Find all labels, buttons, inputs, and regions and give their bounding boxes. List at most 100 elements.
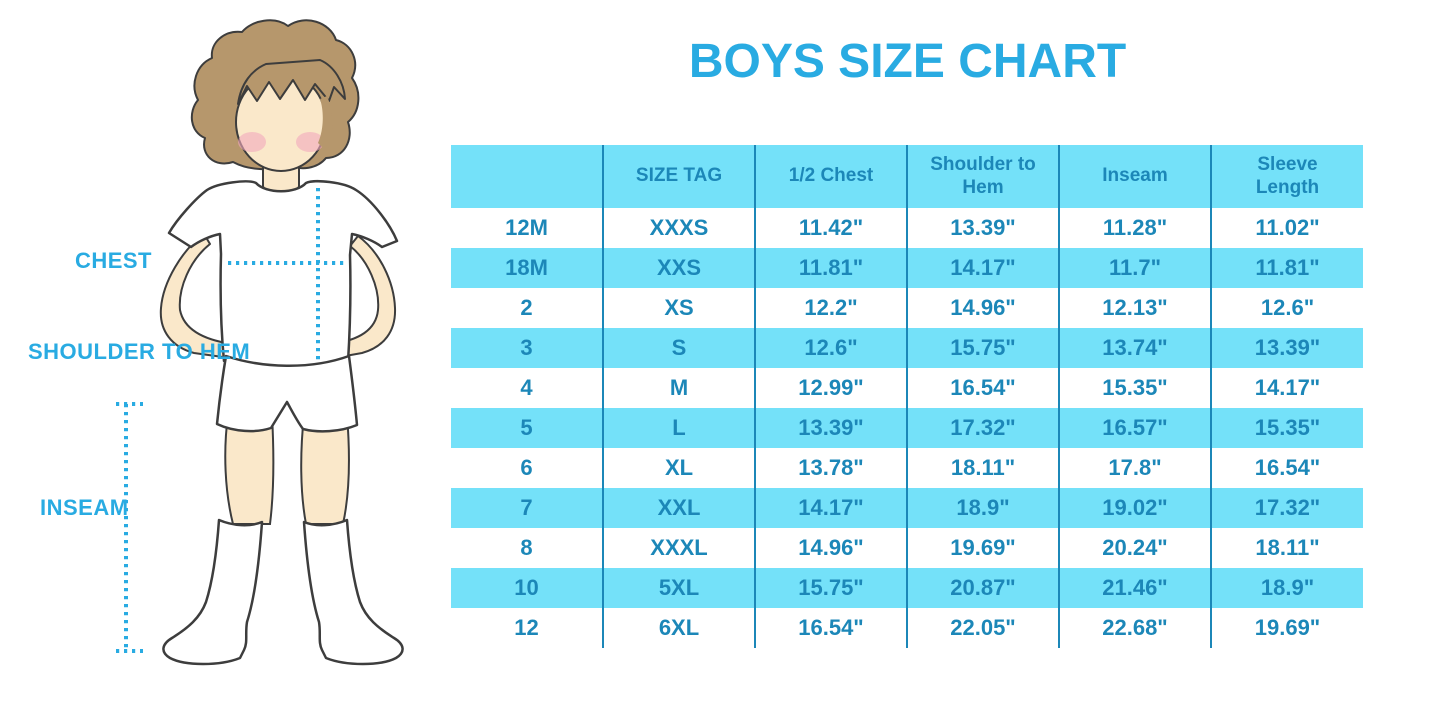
table-cell: 18M (451, 248, 603, 288)
table-row: 4 M 12.99" 16.54" 15.35" 14.17" (451, 368, 1363, 408)
table-cell: 17.32" (906, 408, 1059, 448)
left-cheek (238, 132, 266, 152)
table-cell: 12.6" (754, 328, 907, 368)
table-cell: 6XL (602, 608, 755, 648)
table-cell: 16.54" (754, 608, 907, 648)
table-cell: 8 (520, 535, 533, 560)
table-cell: 7 (451, 488, 603, 528)
table-cell: 11.7" (1058, 248, 1211, 288)
column-header: 1/2 Chest (754, 145, 907, 208)
size-table-header: SIZE TAG 1/2 Chest Shoulder to Hem Inseam Sl… (451, 145, 1363, 208)
table-cell: 4 (520, 375, 533, 400)
table-cell: 16.57" (1058, 408, 1211, 448)
table-cell: M (602, 368, 755, 408)
table-cell: S (602, 328, 755, 368)
column-header: Inseam (1058, 145, 1211, 208)
table-cell: 11.02" (1210, 208, 1363, 248)
table-cell: 17.32" (1210, 488, 1363, 528)
shoulder-to-hem-label: SHOULDER TO HEM (28, 339, 251, 364)
table-cell: XS (602, 288, 755, 328)
table-cell: 11.42" (754, 208, 907, 248)
table-cell: 14.96" (906, 288, 1059, 328)
left-sock-shape (162, 518, 264, 666)
table-cell: 18.11" (906, 448, 1059, 488)
table-cell: 21.46" (1058, 568, 1211, 608)
column-header: SIZE TAG (602, 145, 755, 208)
hair-fringe-shape (237, 59, 346, 105)
table-cell: 12.6" (1210, 288, 1363, 328)
table-cell: 19.02" (1058, 488, 1211, 528)
table-cell: 19.69" (906, 528, 1059, 568)
table-cell: 11.28" (1058, 208, 1211, 248)
table-cell: 12.2" (754, 288, 907, 328)
table-cell: 20.87" (906, 568, 1059, 608)
table-row: 6 XL 13.78" 18.11" 17.8" 16.54" (451, 448, 1363, 488)
table-cell: 3 (451, 328, 603, 368)
table-cell: 16.54" (1210, 448, 1363, 488)
table-cell: 16.54" (906, 368, 1059, 408)
table-row: 3 S 12.6" 15.75" 13.74" 13.39" (451, 328, 1363, 368)
table-cell: XL (602, 448, 755, 488)
page-title: BOYS SIZE CHART (688, 35, 1127, 88)
boy-figure-panel: CHEST SHOULDER TO HEM INSEAM (0, 0, 450, 723)
chest-label: CHEST (74, 248, 152, 273)
table-cell: 2 (520, 295, 533, 320)
table-row: 8 XXXL 14.96" 19.69" 20.24" 18.11" (451, 528, 1363, 568)
table-cell: 10 (451, 568, 603, 608)
right-sock-shape (302, 518, 404, 666)
table-cell: 14.96" (754, 528, 907, 568)
table-cell: 12M (505, 215, 548, 240)
table-cell: 22.05" (906, 608, 1059, 648)
table-cell: 15.75" (754, 568, 907, 608)
table-cell: XXL (602, 488, 755, 528)
table-cell: L (602, 408, 755, 448)
table-row: 7 XXL 14.17" 18.9" 19.02" 17.32" (451, 488, 1363, 528)
table-cell: 18.9" (906, 488, 1059, 528)
header-row: SIZE TAG 1/2 Chest Shoulder to Hem Inseam Sl… (451, 145, 1363, 208)
size-table-body: 12M XXXS 11.42" 13.39" 11.28" 11.02" 18M XXS 11.… (451, 208, 1363, 648)
table-cell: 14.17" (1210, 368, 1363, 408)
table-cell: 14.17" (754, 488, 907, 528)
table-cell: 17.8" (1058, 448, 1211, 488)
right-cheek (296, 132, 324, 152)
table-cell: 5 (451, 408, 603, 448)
hair-sideburn-shape (318, 96, 333, 152)
table-cell: 6 (520, 455, 533, 480)
shorts-shape (215, 354, 359, 433)
size-table: SIZE TAG 1/2 Chest Shoulder to Hem Inseam Sl… (451, 145, 1363, 648)
table-row: 18M XXS 11.81" 14.17" 11.7" 11.81" (451, 248, 1363, 288)
table-cell: 13.74" (1058, 328, 1211, 368)
table-cell: 12.13" (1058, 288, 1211, 328)
table-cell: 11.81" (754, 248, 907, 288)
table-cell: XXXL (602, 528, 755, 568)
table-cell: 5XL (602, 568, 755, 608)
table-cell: 15.75" (906, 328, 1059, 368)
table-cell: 12 (514, 615, 539, 640)
table-cell: 12.99" (754, 368, 907, 408)
inseam-label: INSEAM (40, 495, 129, 520)
table-cell: XXXS (602, 208, 755, 248)
table-row: 12M XXXS 11.42" 13.39" 11.28" 11.02" (451, 208, 1363, 248)
table-row: 10 5XL 15.75" 20.87" 21.46" 18.9" (451, 568, 1363, 608)
table-cell: 15.35" (1210, 408, 1363, 448)
table-cell: 14.17" (906, 248, 1059, 288)
table-cell: XXS (602, 248, 755, 288)
table-cell: 13.39" (754, 408, 907, 448)
left-leg-shape (224, 414, 275, 525)
boy-illustration (116, 19, 404, 666)
table-cell: 13.39" (906, 208, 1059, 248)
table-cell: 18.9" (1210, 568, 1363, 608)
table-cell: 13.39" (1210, 328, 1363, 368)
column-header: Shoulder to Hem (906, 145, 1059, 208)
table-cell: 11.81" (1210, 248, 1363, 288)
table-row: 2 XS 12.2" 14.96" 12.13" 12.6" (451, 288, 1363, 328)
table-row: 12 6XL 16.54" 22.05" 22.68" 19.69" (451, 608, 1363, 648)
table-cell: 15.35" (1058, 368, 1211, 408)
table-cell: 18.11" (1210, 528, 1363, 568)
table-row: 5 L 13.39" 17.32" 16.57" 15.35" (451, 408, 1363, 448)
table-cell: 22.68" (1058, 608, 1211, 648)
table-cell: 20.24" (1058, 528, 1211, 568)
table-cell: 19.69" (1210, 608, 1363, 648)
column-header: Sleeve Length (1210, 145, 1363, 208)
